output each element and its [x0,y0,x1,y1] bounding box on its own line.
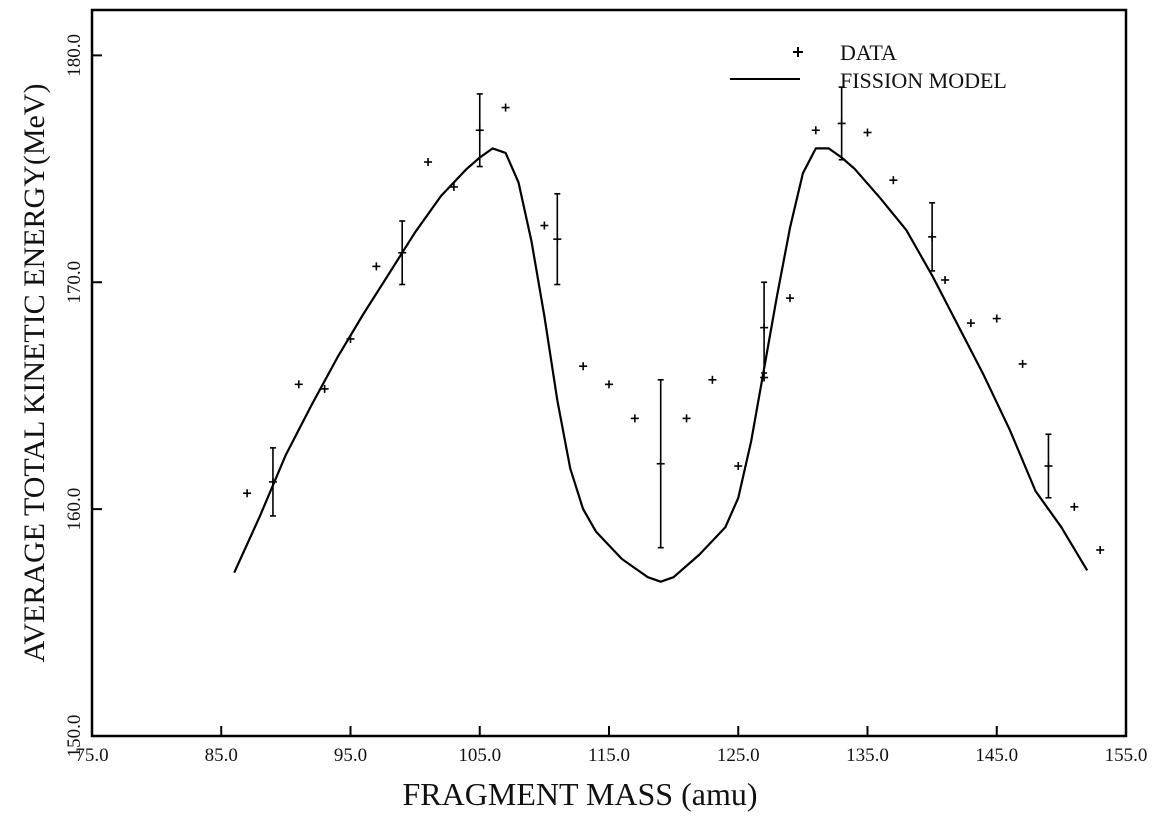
data-point [734,462,743,471]
data-point [811,126,820,135]
data-point [708,375,717,384]
x-tick-label: 95.0 [334,745,367,766]
data-point [889,176,898,185]
x-axis-label: FRAGMENT MASS (amu) [403,776,758,812]
legend-data-label: DATA [840,40,897,65]
y-tick-label: 170.0 [64,261,85,304]
x-tick-label: 155.0 [1105,745,1148,766]
y-tick-label: 150.0 [64,715,85,758]
x-tick-label: 85.0 [205,745,238,766]
data-point [1070,502,1079,511]
y-tick-label: 180.0 [64,34,85,77]
data-point [449,182,458,191]
plot-frame [90,8,1128,738]
data-point [837,86,846,161]
data-point [682,414,691,423]
axis-ticks: 75.0 85.0 95.0 105.0 115.0 125.0 135.0 145.0 155… [64,34,1147,766]
data-point [346,334,355,343]
data-point [760,373,769,382]
data-point [501,103,510,112]
x-tick-label: 135.0 [846,745,889,766]
data-point [1044,433,1053,499]
data-point [372,262,381,271]
data-point [605,380,613,389]
x-tick-label: 105.0 [458,745,501,766]
fission-model-line [233,147,1089,583]
data-point [294,380,303,389]
data-point [760,281,769,374]
data-point [656,379,665,549]
data-point [424,158,433,167]
y-axis-label: AVERAGE TOTAL KINETIC ENERGY(MeV) [18,84,51,663]
legend-data-marker [793,47,803,57]
data-points-group [243,86,1105,554]
x-tick-label: 115.0 [588,745,630,766]
x-tick-label: 145.0 [975,745,1018,766]
data-point [992,314,1001,323]
data-point [398,220,407,286]
x-tick-label: 125.0 [717,745,760,766]
legend: DATA FISSION MODEL [730,40,1007,93]
data-point [863,128,872,137]
data-point [243,489,252,498]
data-point [630,414,639,423]
data-point [320,384,329,393]
data-point [941,275,950,284]
data-point [1096,545,1105,554]
data-point [928,202,937,272]
y-tick-label: 160.0 [64,488,85,531]
data-point [785,294,794,303]
data-point [966,319,975,328]
data-point [475,93,484,168]
data-point [579,362,588,371]
data-point [1018,359,1027,368]
data-point [553,192,562,286]
x-tick-label: 75.0 [75,745,108,766]
data-point [268,447,277,517]
legend-model-label: FISSION MODEL [840,68,1007,93]
data-point [540,221,549,230]
model-curve-group [233,147,1089,583]
